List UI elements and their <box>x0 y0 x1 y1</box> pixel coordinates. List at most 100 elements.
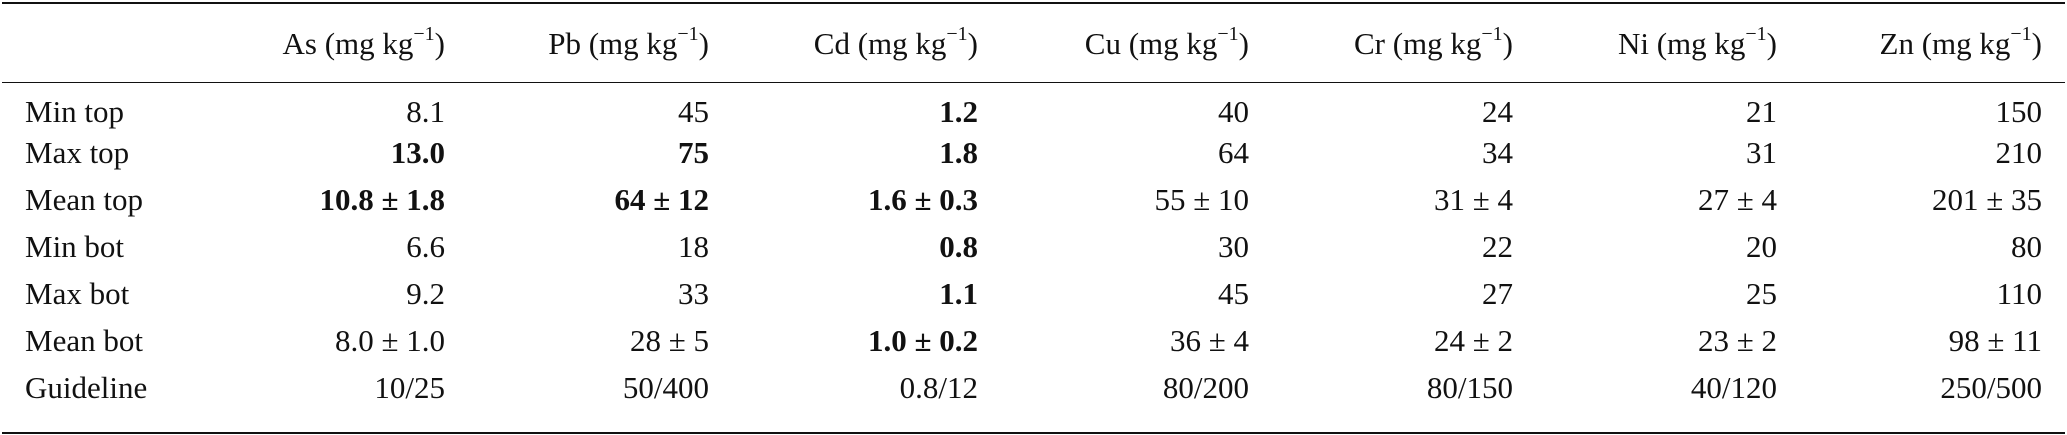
table-cell: 8.1 <box>406 94 445 129</box>
column-header-ni: Ni (mg kg−1) <box>1513 0 1777 82</box>
table-cell: 22 <box>1482 229 1513 264</box>
column-header-unit-exponent: −1 <box>1745 22 1767 45</box>
table-cell: 1.8 <box>939 135 978 170</box>
table-row: Min top 8.1 45 1.2 40 24 21 150 <box>0 82 2042 129</box>
table-row: Mean top 10.8 ± 1.8 64 ± 12 1.6 ± 0.3 55 ± 1… <box>0 176 2042 223</box>
table-cell: 150 <box>1995 94 2043 129</box>
row-label: Max bot <box>25 276 130 311</box>
table-cell: 0.8 <box>939 229 978 264</box>
column-header-unit: (mg kg <box>1392 25 1482 61</box>
table-cell: 20 <box>1746 229 1777 264</box>
table-cell: 21 <box>1746 94 1777 129</box>
column-header-unit: (mg kg <box>1128 25 1218 61</box>
table-cell: 250/500 <box>1940 370 2042 405</box>
table-cell: 28 ± 5 <box>629 323 709 358</box>
column-header-unit-exponent: −1 <box>677 22 699 45</box>
table-cell: 24 ± 2 <box>1433 323 1513 358</box>
table-cell: 98 ± 11 <box>1948 323 2042 358</box>
table-cell: 110 <box>1996 276 2042 311</box>
column-header-element: Ni <box>1617 25 1649 61</box>
table-cell: 34 <box>1482 135 1513 170</box>
column-header-unit-exponent: −1 <box>1217 22 1239 45</box>
column-header-cr: Cr (mg kg−1) <box>1249 0 1513 82</box>
table-row: Min bot 6.6 18 0.8 30 22 20 80 <box>0 223 2042 270</box>
table-cell: 33 <box>678 276 709 311</box>
table-cell: 24 <box>1482 94 1513 129</box>
table-cell: 45 <box>678 94 709 129</box>
table-cell: 50/400 <box>622 370 709 405</box>
column-header-cu: Cu (mg kg−1) <box>978 0 1249 82</box>
row-label: Max top <box>25 135 130 170</box>
row-label: Guideline <box>25 370 148 405</box>
row-label: Min bot <box>25 229 125 264</box>
table-cell: 27 ± 4 <box>1697 182 1777 217</box>
table-cell: 210 <box>1995 135 2043 170</box>
column-header-unit: (mg kg <box>857 25 947 61</box>
column-header-unit: (mg kg <box>1656 25 1746 61</box>
column-header-element: Cr <box>1353 25 1385 61</box>
table-cell: 18 <box>678 229 709 264</box>
table-cell: 1.1 <box>939 276 978 311</box>
column-header-unit-close: ) <box>1502 25 1513 61</box>
table-row: Mean bot 8.0 ± 1.0 28 ± 5 1.0 ± 0.2 36 ± 4 24… <box>0 317 2042 364</box>
table-cell: 27 <box>1482 276 1513 311</box>
table-cell: 31 ± 4 <box>1433 182 1513 217</box>
bottom-rule <box>2 432 2065 434</box>
table-row: Max bot 9.2 33 1.1 45 27 25 110 <box>0 270 2042 317</box>
table-cell: 55 ± 10 <box>1154 182 1249 217</box>
column-header-element: Cd <box>813 25 850 61</box>
column-header-unit-exponent: −1 <box>413 22 435 45</box>
column-header-element: Cu <box>1084 25 1121 61</box>
table-cell: 64 ± 12 <box>614 182 709 217</box>
table-cell: 23 ± 2 <box>1697 323 1777 358</box>
header-rule <box>2 82 2065 83</box>
row-label: Mean top <box>25 182 143 217</box>
column-header-unit-close: ) <box>2031 25 2042 61</box>
row-label: Mean bot <box>25 323 143 358</box>
column-header-unit-close: ) <box>1238 25 1249 61</box>
column-header-unit: (mg kg <box>324 25 414 61</box>
table-cell: 10.8 ± 1.8 <box>319 182 445 217</box>
column-header-unit-close: ) <box>967 25 978 61</box>
table-cell: 10/25 <box>374 370 445 405</box>
table-cell: 6.6 <box>406 229 445 264</box>
table-cell: 40 <box>1218 94 1249 129</box>
column-header-as: As (mg kg−1) <box>225 0 446 82</box>
column-header-cd: Cd (mg kg−1) <box>709 0 978 82</box>
table-cell: 0.8/12 <box>899 370 978 405</box>
table-body: Min top 8.1 45 1.2 40 24 21 150 Max top 13.0 75 1.8… <box>0 82 2042 411</box>
table-cell: 80/200 <box>1162 370 1249 405</box>
table-cell: 64 <box>1218 135 1249 170</box>
table-cell: 80/150 <box>1426 370 1513 405</box>
table-cell: 31 <box>1746 135 1777 170</box>
column-header-unit-exponent: −1 <box>1481 22 1503 45</box>
table-cell: 201 ± 35 <box>1931 182 2042 217</box>
column-header-unit: (mg kg <box>1921 25 2011 61</box>
column-header-element: Zn <box>1879 25 1914 61</box>
top-rule <box>2 2 2065 4</box>
table-cell: 36 ± 4 <box>1169 323 1249 358</box>
column-header-zn: Zn (mg kg−1) <box>1777 0 2042 82</box>
column-header-element: Pb <box>548 25 581 61</box>
table-cell: 40/120 <box>1690 370 1777 405</box>
table-cell: 1.2 <box>939 94 978 129</box>
table-row: Guideline 10/25 50/400 0.8/12 80/200 80/150 40… <box>0 364 2042 411</box>
table-header-row: As (mg kg−1) Pb (mg kg−1) Cd (mg kg−1) Cu (… <box>0 0 2043 82</box>
column-header-unit: (mg kg <box>588 25 678 61</box>
table-cell: 9.2 <box>406 276 445 311</box>
column-header-element: As <box>282 25 317 61</box>
column-header-unit-close: ) <box>698 25 709 61</box>
column-header-unit-exponent: −1 <box>946 22 968 45</box>
table-cell: 80 <box>2011 229 2042 264</box>
table-cell: 75 <box>678 135 709 170</box>
table-cell: 13.0 <box>390 135 445 170</box>
row-label: Min top <box>25 94 125 129</box>
column-header-pb: Pb (mg kg−1) <box>445 0 709 82</box>
column-header-unit-exponent: −1 <box>2010 22 2032 45</box>
row-header-corner <box>0 0 225 82</box>
table-cell: 45 <box>1218 276 1249 311</box>
column-header-unit-close: ) <box>434 25 445 61</box>
column-header-unit-close: ) <box>1766 25 1777 61</box>
table-cell: 25 <box>1746 276 1777 311</box>
table-cell: 1.0 ± 0.2 <box>867 323 978 358</box>
